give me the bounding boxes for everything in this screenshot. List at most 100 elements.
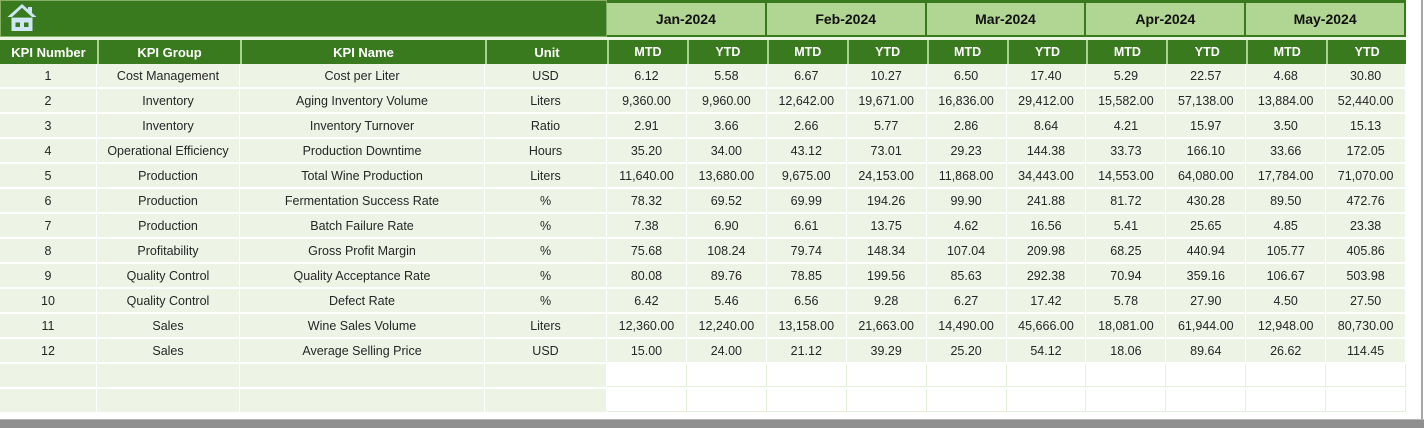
kpi-number-cell[interactable]: 1 xyxy=(0,64,97,87)
value-cell[interactable]: 440.94 xyxy=(1166,239,1247,262)
value-cell[interactable]: 6.42 xyxy=(607,289,687,312)
value-cell[interactable]: 68.25 xyxy=(1086,239,1167,262)
unit-cell[interactable]: Ratio xyxy=(485,114,607,137)
empty-cell[interactable] xyxy=(1166,364,1247,387)
subheader-apr-2024-mtd[interactable]: MTD xyxy=(1086,40,1167,64)
kpi-group-cell[interactable]: Production xyxy=(97,189,240,212)
kpi-group-cell[interactable]: Quality Control xyxy=(97,289,240,312)
kpi-number-cell[interactable]: 11 xyxy=(0,314,97,337)
empty-cell[interactable] xyxy=(0,389,97,412)
value-cell[interactable]: 27.50 xyxy=(1326,289,1407,312)
value-cell[interactable]: 6.12 xyxy=(607,64,687,87)
value-cell[interactable]: 15.00 xyxy=(607,339,687,362)
value-cell[interactable]: 64,080.00 xyxy=(1166,164,1247,187)
value-cell[interactable]: 148.34 xyxy=(846,239,927,262)
unit-cell[interactable]: Liters xyxy=(485,89,607,112)
empty-cell[interactable] xyxy=(846,389,927,412)
empty-cell[interactable] xyxy=(926,389,1007,412)
value-cell[interactable]: 39.29 xyxy=(846,339,927,362)
value-cell[interactable]: 24,153.00 xyxy=(846,164,927,187)
value-cell[interactable]: 73.01 xyxy=(846,139,927,162)
value-cell[interactable]: 12,948.00 xyxy=(1246,314,1327,337)
value-cell[interactable]: 5.77 xyxy=(846,114,927,137)
unit-cell[interactable]: USD xyxy=(485,64,607,87)
empty-cell[interactable] xyxy=(1326,364,1407,387)
value-cell[interactable]: 405.86 xyxy=(1326,239,1407,262)
kpi-name-cell[interactable]: Fermentation Success Rate xyxy=(240,189,485,212)
value-cell[interactable]: 85.63 xyxy=(926,264,1007,287)
kpi-number-cell[interactable]: 8 xyxy=(0,239,97,262)
value-cell[interactable]: 107.04 xyxy=(926,239,1007,262)
value-cell[interactable]: 23.38 xyxy=(1326,214,1407,237)
value-cell[interactable]: 70.94 xyxy=(1086,264,1167,287)
unit-cell[interactable]: Liters xyxy=(485,314,607,337)
unit-cell[interactable]: % xyxy=(485,239,607,262)
empty-cell[interactable] xyxy=(97,364,240,387)
subheader-jan-2024-ytd[interactable]: YTD xyxy=(686,40,767,64)
value-cell[interactable]: 34.00 xyxy=(686,139,767,162)
value-cell[interactable]: 13.75 xyxy=(846,214,927,237)
value-cell[interactable]: 24.00 xyxy=(686,339,767,362)
empty-cell[interactable] xyxy=(1006,389,1087,412)
value-cell[interactable]: 33.66 xyxy=(1246,139,1327,162)
empty-cell[interactable] xyxy=(926,364,1007,387)
empty-cell[interactable] xyxy=(485,389,607,412)
empty-cell[interactable] xyxy=(686,364,767,387)
empty-cell[interactable] xyxy=(766,389,847,412)
subheader-feb-2024-ytd[interactable]: YTD xyxy=(846,40,927,64)
value-cell[interactable]: 89.50 xyxy=(1246,189,1327,212)
kpi-number-cell[interactable]: 2 xyxy=(0,89,97,112)
subheader-may-2024-mtd[interactable]: MTD xyxy=(1246,40,1327,64)
value-cell[interactable]: 61,944.00 xyxy=(1166,314,1247,337)
value-cell[interactable]: 12,642.00 xyxy=(766,89,847,112)
kpi-name-cell[interactable]: Batch Failure Rate xyxy=(240,214,485,237)
kpi-group-cell[interactable]: Quality Control xyxy=(97,264,240,287)
value-cell[interactable]: 166.10 xyxy=(1166,139,1247,162)
subheader-mar-2024-ytd[interactable]: YTD xyxy=(1006,40,1087,64)
value-cell[interactable]: 80.08 xyxy=(607,264,687,287)
header-kpi-number[interactable]: KPI Number xyxy=(0,40,97,64)
month-header-may-2024[interactable]: May-2024 xyxy=(1244,3,1404,35)
value-cell[interactable]: 4.62 xyxy=(926,214,1007,237)
value-cell[interactable]: 13,680.00 xyxy=(686,164,767,187)
value-cell[interactable]: 14,490.00 xyxy=(926,314,1007,337)
value-cell[interactable]: 359.16 xyxy=(1166,264,1247,287)
empty-cell[interactable] xyxy=(1326,389,1407,412)
kpi-name-cell[interactable]: Aging Inventory Volume xyxy=(240,89,485,112)
unit-cell[interactable]: % xyxy=(485,289,607,312)
value-cell[interactable]: 430.28 xyxy=(1166,189,1247,212)
value-cell[interactable]: 114.45 xyxy=(1326,339,1407,362)
value-cell[interactable]: 5.41 xyxy=(1086,214,1167,237)
value-cell[interactable]: 33.73 xyxy=(1086,139,1167,162)
value-cell[interactable]: 15,582.00 xyxy=(1086,89,1167,112)
empty-cell[interactable] xyxy=(1246,364,1327,387)
kpi-group-cell[interactable]: Production xyxy=(97,164,240,187)
value-cell[interactable]: 89.76 xyxy=(686,264,767,287)
horizontal-scrollbar[interactable] xyxy=(0,419,1424,428)
value-cell[interactable]: 30.80 xyxy=(1326,64,1407,87)
header-unit[interactable]: Unit xyxy=(485,40,607,64)
header-kpi-group[interactable]: KPI Group xyxy=(97,40,240,64)
value-cell[interactable]: 6.27 xyxy=(926,289,1007,312)
value-cell[interactable]: 79.74 xyxy=(766,239,847,262)
value-cell[interactable]: 3.66 xyxy=(686,114,767,137)
month-header-feb-2024[interactable]: Feb-2024 xyxy=(764,3,925,35)
value-cell[interactable]: 69.52 xyxy=(686,189,767,212)
value-cell[interactable]: 45,666.00 xyxy=(1006,314,1087,337)
value-cell[interactable]: 21.12 xyxy=(766,339,847,362)
unit-cell[interactable]: % xyxy=(485,264,607,287)
subheader-mar-2024-mtd[interactable]: MTD xyxy=(926,40,1007,64)
value-cell[interactable]: 292.38 xyxy=(1006,264,1087,287)
home-icon[interactable] xyxy=(7,4,37,33)
empty-cell[interactable] xyxy=(607,389,687,412)
value-cell[interactable]: 7.38 xyxy=(607,214,687,237)
value-cell[interactable]: 16,836.00 xyxy=(926,89,1007,112)
value-cell[interactable]: 34,443.00 xyxy=(1006,164,1087,187)
empty-cell[interactable] xyxy=(485,364,607,387)
empty-cell[interactable] xyxy=(240,364,485,387)
empty-cell[interactable] xyxy=(1086,364,1167,387)
value-cell[interactable]: 209.98 xyxy=(1006,239,1087,262)
unit-cell[interactable]: % xyxy=(485,189,607,212)
value-cell[interactable]: 81.72 xyxy=(1086,189,1167,212)
value-cell[interactable]: 35.20 xyxy=(607,139,687,162)
